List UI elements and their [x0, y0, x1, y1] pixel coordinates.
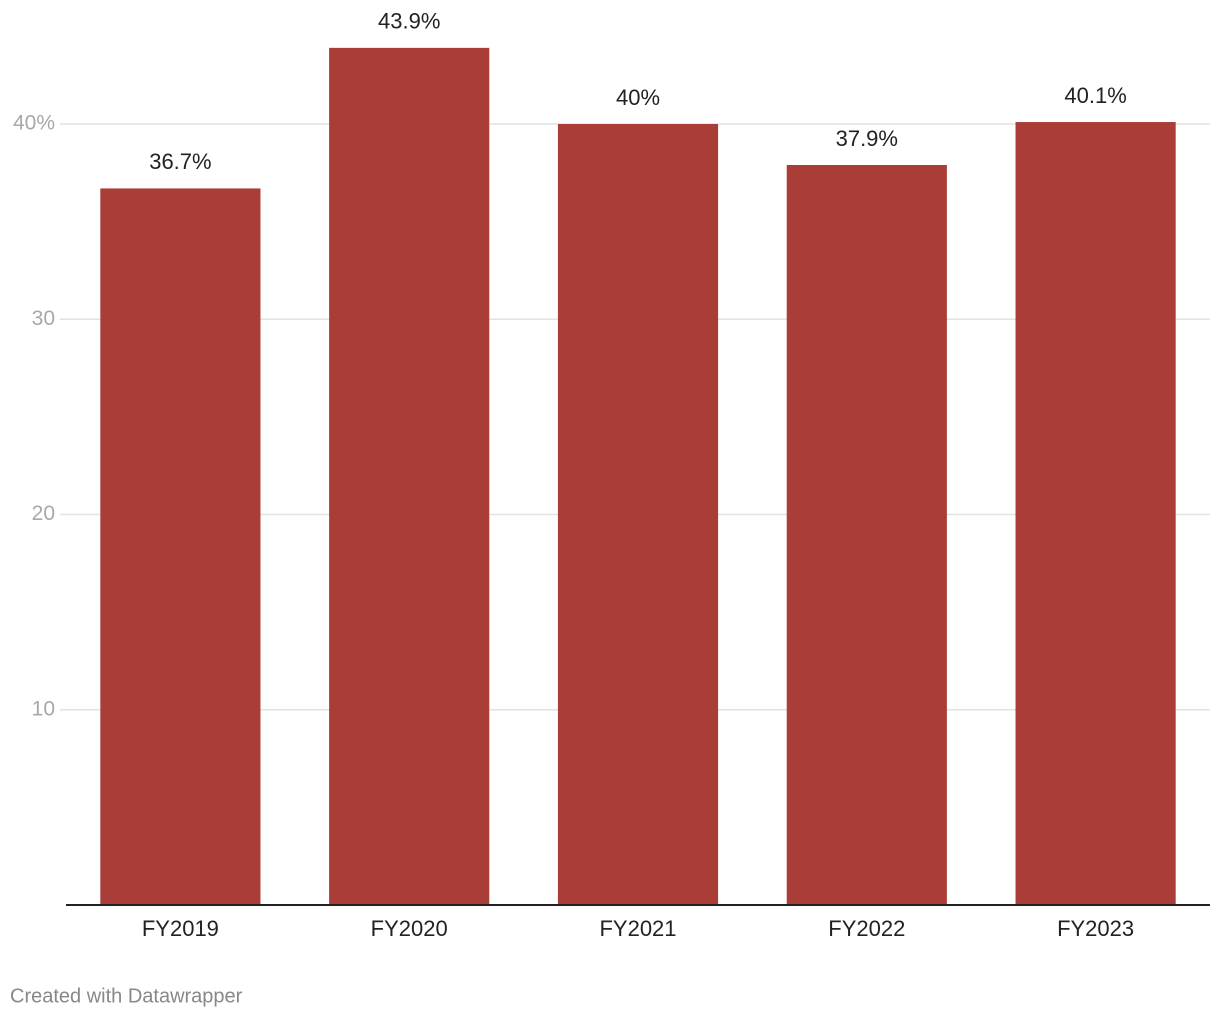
y-tick-label: 30	[32, 307, 55, 330]
bar	[100, 188, 261, 905]
credit: Created with Datawrapper	[10, 985, 243, 1007]
x-tick-label: FY2021	[599, 916, 676, 941]
value-label: 36.7%	[149, 149, 211, 174]
value-label: 40.1%	[1064, 83, 1126, 108]
value-label: 37.9%	[836, 126, 898, 151]
y-tick-label: 40%	[13, 112, 55, 135]
bar	[1015, 122, 1176, 906]
x-tick-label: FY2022	[828, 916, 905, 941]
x-tick-label: FY2019	[142, 916, 219, 941]
value-label: 43.9%	[378, 9, 440, 34]
y-tick-label: 20	[32, 502, 55, 525]
x-tick-label: FY2023	[1057, 916, 1134, 941]
value-label: 40%	[616, 85, 660, 110]
bar	[557, 124, 719, 905]
bar	[786, 165, 947, 905]
y-tick-label: 10	[32, 697, 55, 720]
x-tick-label: FY2020	[371, 916, 448, 941]
bar	[329, 47, 490, 906]
